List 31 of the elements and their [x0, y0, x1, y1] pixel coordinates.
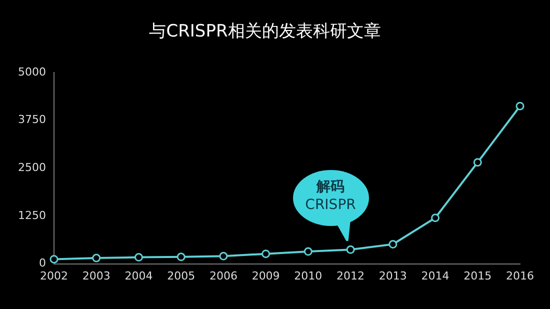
x-tick-label: 2003 [82, 269, 110, 282]
annotation: 解码 CRISPR [304, 178, 357, 214]
point [219, 252, 228, 260]
point [431, 214, 440, 222]
y-tick-label: 2500 [18, 160, 46, 174]
point [516, 102, 524, 110]
point [346, 245, 355, 254]
x-tick-label: 2010 [294, 269, 322, 282]
y-tick-label: 0 [38, 256, 46, 270]
x-tick-label: 2002 [40, 269, 68, 282]
point [473, 158, 482, 167]
point [50, 254, 58, 264]
point [134, 253, 143, 262]
x-tick-label: 2005 [167, 269, 196, 282]
y-tick-label: 1250 [18, 208, 46, 222]
x-tick-label: 2012 [336, 269, 365, 282]
x-tick-label: 2016 [506, 269, 534, 282]
x-tick-label: 2009 [252, 269, 280, 282]
point [176, 252, 186, 262]
point [388, 240, 398, 249]
x-tick-label: 2013 [378, 269, 407, 282]
chart-title: 与CRISPR相关的发表科研文章 [149, 22, 381, 42]
x-tick-label: 2014 [421, 269, 450, 282]
point [304, 247, 312, 256]
point [92, 254, 101, 262]
point [262, 250, 270, 258]
x-tick-label: 2006 [209, 269, 238, 282]
y-tick-label: 5000 [18, 65, 46, 78]
y-tick-label: 3750 [18, 113, 46, 126]
x-tick-label: 2004 [124, 269, 153, 282]
x-tick-label: 2015 [464, 269, 492, 282]
